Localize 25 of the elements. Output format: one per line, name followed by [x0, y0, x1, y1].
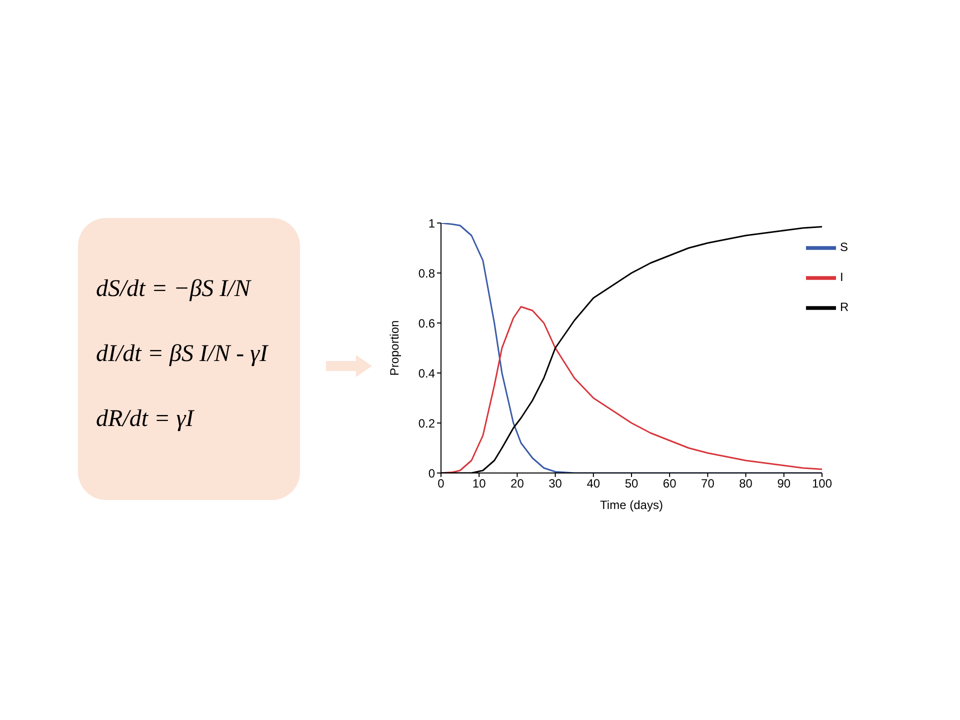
text: dI/dt = βS I/N - γI [96, 341, 270, 368]
y-axis-title: Proportion [387, 320, 402, 376]
y-tick-label: 0.4 [418, 366, 436, 380]
legend-label: I [840, 270, 844, 284]
y-tick-label: 1 [428, 216, 436, 230]
x-tick-label: 20 [510, 476, 524, 491]
legend-label: R [840, 300, 849, 314]
x-tick-label: 50 [624, 476, 638, 491]
x-tick-label: 100 [812, 476, 832, 491]
x-tick-label: 70 [701, 476, 715, 491]
x-tick-label: 40 [586, 476, 600, 491]
y-tick-label: 0.6 [418, 316, 436, 330]
y-tick-label: 0.2 [418, 416, 436, 430]
legend-label: S [840, 240, 848, 254]
text: dR/dt = γI [96, 406, 196, 433]
y-tick-label: 0.8 [418, 266, 436, 280]
x-tick-label: 10 [472, 476, 486, 491]
x-tick-label: 60 [662, 476, 677, 491]
text: dS/dt = −βS I/N [96, 276, 252, 303]
x-tick-label: 0 [438, 476, 445, 491]
x-tick-label: 80 [739, 476, 753, 491]
x-axis-title: Time (days) [600, 498, 663, 512]
y-tick-label: 0 [428, 466, 436, 480]
x-tick-label: 90 [777, 476, 791, 491]
x-tick-label: 30 [548, 476, 562, 491]
